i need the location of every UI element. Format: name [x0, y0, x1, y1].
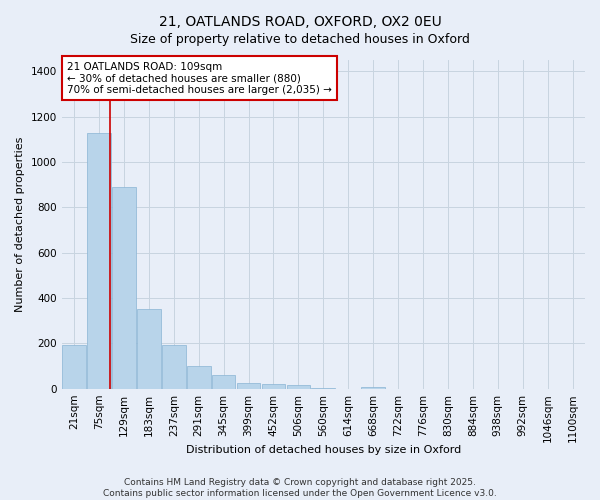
Bar [262, 384, 286, 388]
X-axis label: Distribution of detached houses by size in Oxford: Distribution of detached houses by size … [186, 445, 461, 455]
Bar [62, 344, 86, 389]
Text: Size of property relative to detached houses in Oxford: Size of property relative to detached ho… [130, 32, 470, 46]
Bar [162, 344, 185, 389]
Bar [361, 387, 385, 388]
Text: 21, OATLANDS ROAD, OXFORD, OX2 0EU: 21, OATLANDS ROAD, OXFORD, OX2 0EU [158, 15, 442, 29]
Bar [87, 132, 111, 388]
Bar [137, 310, 161, 388]
Text: Contains HM Land Registry data © Crown copyright and database right 2025.
Contai: Contains HM Land Registry data © Crown c… [103, 478, 497, 498]
Bar [187, 366, 211, 388]
Bar [112, 187, 136, 388]
Y-axis label: Number of detached properties: Number of detached properties [15, 136, 25, 312]
Bar [287, 386, 310, 388]
Bar [212, 375, 235, 388]
Text: 21 OATLANDS ROAD: 109sqm
← 30% of detached houses are smaller (880)
70% of semi-: 21 OATLANDS ROAD: 109sqm ← 30% of detach… [67, 62, 332, 95]
Bar [237, 383, 260, 388]
